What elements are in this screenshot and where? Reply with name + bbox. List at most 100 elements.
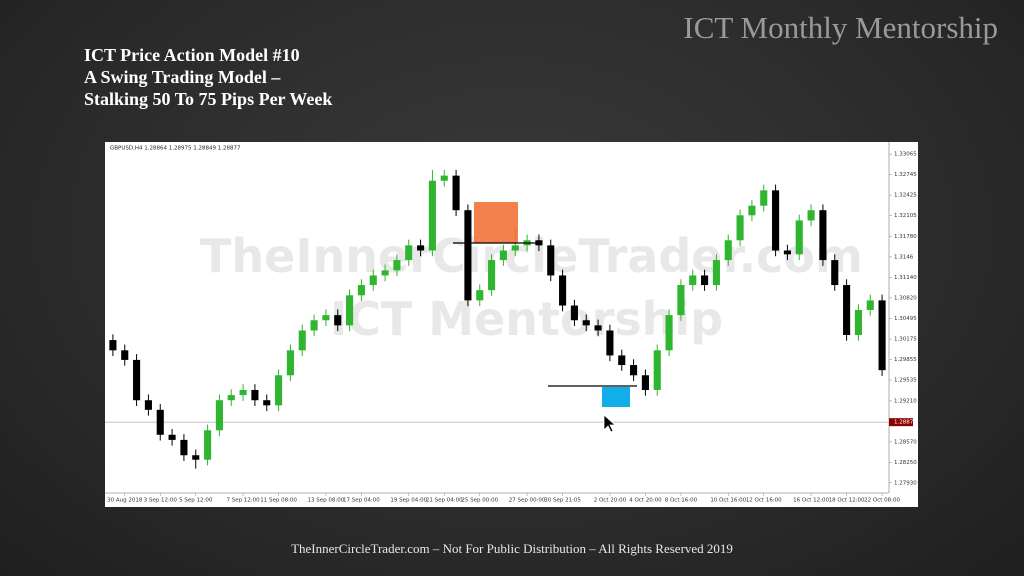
brand: ICT Monthly Mentorship bbox=[683, 10, 998, 45]
candle-body bbox=[192, 455, 200, 460]
candle-body bbox=[227, 395, 235, 401]
candle-body bbox=[689, 275, 697, 286]
y-tick-label: 1.29855 bbox=[894, 357, 917, 363]
candle-body bbox=[357, 285, 365, 296]
x-tick-label: 18 Oct 12:00 bbox=[829, 498, 865, 504]
x-tick-label: 11 Sep 08:00 bbox=[260, 498, 297, 504]
candle-body bbox=[511, 245, 519, 251]
y-tick-label: 1.28250 bbox=[894, 460, 917, 466]
candle-body bbox=[854, 310, 862, 335]
candle-body bbox=[748, 205, 756, 216]
candle-body bbox=[701, 275, 709, 286]
candle-body bbox=[452, 175, 460, 211]
x-tick-label: 12 Oct 16:00 bbox=[746, 498, 782, 504]
candle-body bbox=[334, 315, 342, 326]
candle-body bbox=[144, 400, 152, 410]
x-tick-label: 22 Oct 08:00 bbox=[864, 498, 900, 504]
candle-body bbox=[286, 350, 294, 376]
y-tick-label: 1.32425 bbox=[894, 193, 917, 199]
candle-body bbox=[180, 439, 188, 456]
candle-body bbox=[783, 250, 791, 255]
candle-body bbox=[866, 300, 874, 311]
candle-body bbox=[121, 350, 129, 360]
footer: TheInnerCircleTrader.com – Not For Publi… bbox=[291, 541, 733, 556]
annotation-box bbox=[602, 387, 630, 407]
candle-body bbox=[156, 409, 164, 435]
candle-body bbox=[109, 340, 117, 351]
y-tick-label: 1.27930 bbox=[894, 480, 917, 486]
x-tick-label: 17 Sep 04:00 bbox=[343, 498, 380, 504]
candle-body bbox=[878, 300, 886, 371]
candle-body bbox=[736, 215, 744, 241]
y-tick-label: 1.29535 bbox=[894, 378, 917, 384]
candle-body bbox=[582, 320, 590, 326]
y-tick-label: 1.30820 bbox=[894, 295, 917, 301]
candle-body bbox=[251, 389, 259, 401]
candle-body bbox=[239, 389, 247, 396]
x-tick-label: 8 Oct 16:00 bbox=[665, 498, 698, 504]
candle-body bbox=[204, 430, 212, 460]
candle-body bbox=[547, 245, 555, 276]
candle-body bbox=[570, 305, 578, 321]
y-tick-label: 1.31140 bbox=[894, 275, 917, 281]
current-price-tag bbox=[889, 418, 913, 427]
title-line: A Swing Trading Model – bbox=[84, 67, 281, 87]
candle-body bbox=[724, 240, 732, 261]
candle-body bbox=[559, 275, 567, 306]
candle-body bbox=[677, 285, 685, 316]
candle-body bbox=[215, 400, 223, 431]
x-tick-label: 4 Oct 20:00 bbox=[629, 498, 662, 504]
candle-body bbox=[298, 330, 306, 351]
y-tick-label: 1.30495 bbox=[894, 316, 917, 322]
x-tick-label: 3 Sep 12:00 bbox=[144, 498, 178, 504]
candle-body bbox=[606, 330, 614, 356]
y-tick-label: 1.32745 bbox=[894, 172, 917, 178]
x-tick-label: 25 Sep 00:00 bbox=[461, 498, 498, 504]
candle-body bbox=[369, 275, 377, 286]
candle-body bbox=[795, 220, 803, 255]
x-tick-label: 30 Aug 2018 bbox=[107, 498, 143, 504]
candle-body bbox=[772, 190, 780, 251]
candle-body bbox=[381, 270, 389, 276]
candle-body bbox=[488, 260, 496, 291]
candle-body bbox=[168, 434, 176, 440]
slide-title: ICT Price Action Model #10 A Swing Tradi… bbox=[84, 44, 332, 110]
x-tick-label: 2 Oct 20:00 bbox=[594, 498, 627, 504]
candle-body bbox=[464, 210, 472, 301]
candle-body bbox=[665, 315, 673, 351]
candle-body bbox=[630, 365, 638, 376]
x-tick-label: 7 Sep 12:00 bbox=[226, 498, 260, 504]
y-tick-label: 1.30175 bbox=[894, 337, 917, 343]
candle-body bbox=[760, 190, 768, 206]
candle-body bbox=[594, 325, 602, 331]
mouse-cursor bbox=[603, 414, 617, 433]
y-tick-label: 1.3146 bbox=[894, 254, 914, 260]
x-tick-label: 30 Sep 21:05 bbox=[544, 498, 581, 504]
candle-body bbox=[275, 375, 283, 406]
x-tick-label: 27 Sep 00:00 bbox=[509, 498, 546, 504]
watermark: TheInnerCircleTrader.com bbox=[200, 229, 863, 283]
candle-body bbox=[831, 260, 839, 286]
candle-body bbox=[807, 210, 815, 221]
x-tick-label: 21 Sep 04:00 bbox=[426, 498, 463, 504]
y-tick-label: 1.28570 bbox=[894, 439, 917, 445]
annotation-box bbox=[474, 202, 518, 243]
candle-body bbox=[428, 180, 436, 251]
current-price-label: 1.28877 bbox=[894, 420, 917, 426]
candle-body bbox=[653, 350, 661, 390]
title-line: Stalking 50 To 75 Pips Per Week bbox=[84, 89, 333, 109]
candle-body bbox=[393, 260, 401, 271]
plot: 1.33065 1.32745 1.32425 1.32105 1.31780 1.314… bbox=[105, 152, 917, 504]
candle-body bbox=[322, 315, 330, 321]
watermark: ICT Mentorship bbox=[330, 292, 723, 346]
x-tick-label: 16 Oct 12:00 bbox=[793, 498, 829, 504]
candle-body bbox=[346, 295, 354, 326]
y-tick-label: 1.31780 bbox=[894, 234, 917, 240]
symbol-label: GBPUSD,H4 1.28864 1.28975 1.28849 1.2887… bbox=[110, 146, 241, 152]
x-tick-label: 5 Sep 12:00 bbox=[179, 498, 213, 504]
candle-body bbox=[440, 175, 448, 181]
candle-body bbox=[618, 355, 626, 366]
candle-body bbox=[476, 290, 484, 301]
candle-body bbox=[417, 245, 425, 251]
